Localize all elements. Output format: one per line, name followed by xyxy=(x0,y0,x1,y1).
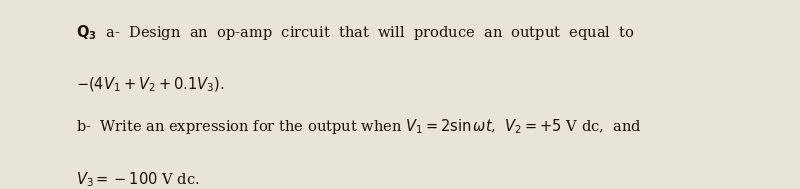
Text: $-(4V_1 + V_2 + 0.1V_3).$: $-(4V_1 + V_2 + 0.1V_3).$ xyxy=(76,76,224,94)
Text: $V_3 = -100$ V dc.: $V_3 = -100$ V dc. xyxy=(76,170,199,189)
Text: $\mathbf{Q_3}$  a-  Design  an  op-amp  circuit  that  will  produce  an  output: $\mathbf{Q_3}$ a- Design an op-amp circu… xyxy=(76,23,635,42)
Text: b-  Write an expression for the output when $V_1 = 2\sin\omega t$,  $V_2 = {+5}$: b- Write an expression for the output wh… xyxy=(76,117,642,136)
